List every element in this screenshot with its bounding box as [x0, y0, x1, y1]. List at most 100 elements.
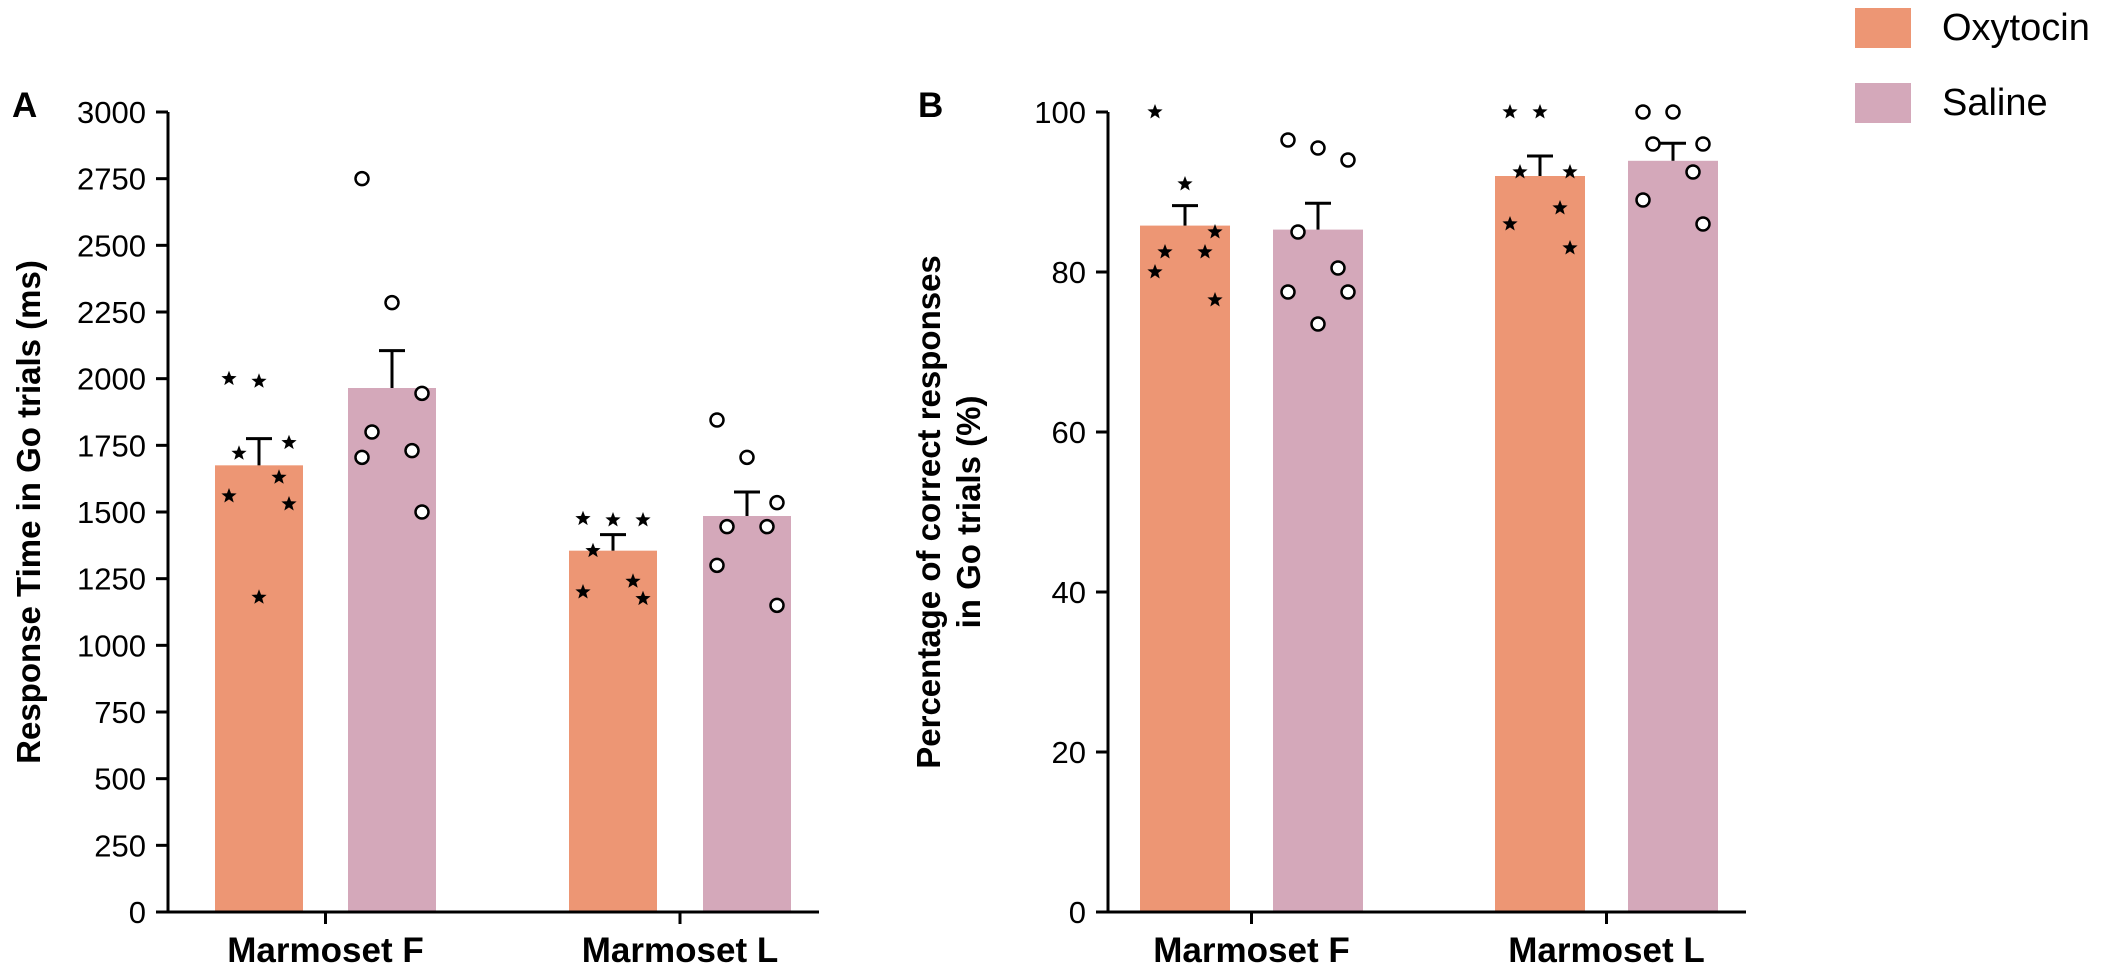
legend-swatch-oxytocin: [1855, 8, 1911, 48]
bar-saline: [703, 516, 791, 912]
y-tick-label: 2500: [77, 228, 146, 263]
data-point-circle: [1695, 136, 1711, 152]
bar-saline: [1628, 160, 1718, 913]
data-point-circle: [1280, 284, 1296, 300]
data-point-circle: [709, 557, 725, 574]
data-point-star: [1147, 264, 1163, 279]
bar-saline: [348, 388, 436, 912]
y-tick-label: 500: [94, 762, 146, 797]
y-tick-label: 40: [1052, 575, 1086, 610]
data-point-star: [635, 512, 651, 527]
y-tick-label: 80: [1052, 255, 1086, 290]
data-point-star: [1157, 244, 1173, 259]
data-point-circle: [404, 442, 420, 459]
y-tick-label: 750: [94, 695, 146, 730]
y-tick-label: 60: [1052, 415, 1086, 450]
data-point-circle: [1310, 316, 1326, 332]
data-point-circle: [414, 504, 430, 520]
data-point-circle: [1635, 192, 1651, 208]
legend-label-oxytocin: Oxytocin: [1942, 7, 2090, 49]
data-point-circle: [1280, 132, 1296, 148]
bar-saline: [1273, 229, 1363, 913]
y-tick-label: 2000: [77, 362, 146, 397]
data-point-circle: [1340, 284, 1356, 300]
y-tick-label: 1250: [77, 562, 146, 597]
legend: Oxytocin Saline: [1855, 7, 2090, 124]
data-point-circle: [739, 449, 755, 466]
data-point-star: [1147, 104, 1163, 119]
data-point-star: [251, 589, 267, 604]
data-point-circle: [354, 170, 370, 187]
y-axis-label: Response Time in Go trials (ms): [10, 260, 47, 764]
data-point-star: [575, 510, 591, 526]
y-tick-label: 100: [1034, 95, 1086, 130]
y-tick-label: 3000: [77, 95, 146, 130]
data-point-star: [1502, 216, 1518, 231]
data-point-star: [1207, 292, 1223, 307]
data-point-star: [251, 373, 267, 388]
x-tick-label: Marmoset F: [1153, 931, 1349, 970]
x-tick-label: Marmoset F: [227, 931, 423, 970]
data-point-star: [1177, 176, 1193, 191]
y-tick-label: 2250: [77, 295, 146, 330]
legend-swatch-saline: [1855, 83, 1911, 123]
legend-label-saline: Saline: [1942, 82, 2048, 124]
data-point-star: [281, 434, 297, 450]
data-point-circle: [719, 518, 735, 535]
data-point-star: [1197, 244, 1213, 259]
y-tick-label: 1750: [77, 428, 146, 463]
y-tick-label: 250: [94, 828, 146, 863]
data-point-circle: [769, 494, 785, 511]
data-point-circle: [414, 385, 430, 402]
data-point-star: [1512, 164, 1528, 179]
y-axis-label: Percentage of correct responsesin Go tri…: [910, 255, 987, 769]
y-tick-label: 20: [1052, 735, 1086, 770]
data-point-circle: [769, 597, 785, 614]
bar-oxytocin: [215, 465, 303, 912]
data-point-circle: [1330, 260, 1346, 276]
panel-label: A: [12, 86, 37, 125]
data-point-star: [1207, 224, 1223, 239]
data-point-star: [271, 469, 287, 484]
data-point-circle: [1665, 104, 1681, 120]
data-point-star: [1502, 104, 1518, 119]
x-tick-label: Marmoset L: [1508, 931, 1704, 970]
y-tick-label: 0: [1069, 895, 1086, 930]
data-point-circle: [384, 294, 400, 311]
data-point-star: [575, 584, 591, 599]
y-tick-label: 2750: [77, 162, 146, 197]
data-point-circle: [1310, 140, 1326, 156]
data-point-star: [605, 512, 621, 527]
panel-a: A Response Time in Go trials (ms) 0 250 500 7…: [10, 86, 819, 970]
data-point-star: [281, 496, 297, 511]
data-point-circle: [354, 449, 370, 466]
data-point-star: [1532, 104, 1548, 119]
data-point-circle: [1635, 104, 1651, 120]
panel-label: B: [918, 86, 943, 125]
data-point-star: [625, 573, 641, 588]
bar-oxytocin: [1140, 225, 1230, 913]
data-point-circle: [1695, 216, 1711, 232]
data-point-circle: [1290, 224, 1306, 240]
data-point-circle: [364, 424, 380, 440]
data-point-star: [221, 370, 237, 386]
data-point-star: [1562, 240, 1578, 255]
data-point-star: [635, 590, 651, 606]
x-tick-label: Marmoset L: [582, 931, 778, 970]
data-point-star: [221, 488, 237, 503]
y-axis-label-line: Percentage of correct responses: [910, 255, 947, 769]
bar-oxytocin: [1495, 176, 1585, 912]
y-tick-label: 1500: [77, 495, 146, 530]
panel-b: B Percentage of correct responsesin Go tr…: [910, 86, 1746, 970]
data-point-circle: [1645, 136, 1661, 152]
y-axis-label-line: in Go trials (%): [950, 396, 987, 629]
data-point-star: [231, 445, 247, 460]
data-point-circle: [759, 518, 775, 535]
data-point-circle: [1340, 152, 1356, 168]
y-tick-label: 0: [129, 895, 146, 930]
y-tick-label: 1000: [77, 628, 146, 663]
bar-oxytocin: [569, 550, 657, 912]
data-point-star: [1552, 200, 1568, 215]
data-point-circle: [709, 412, 725, 428]
